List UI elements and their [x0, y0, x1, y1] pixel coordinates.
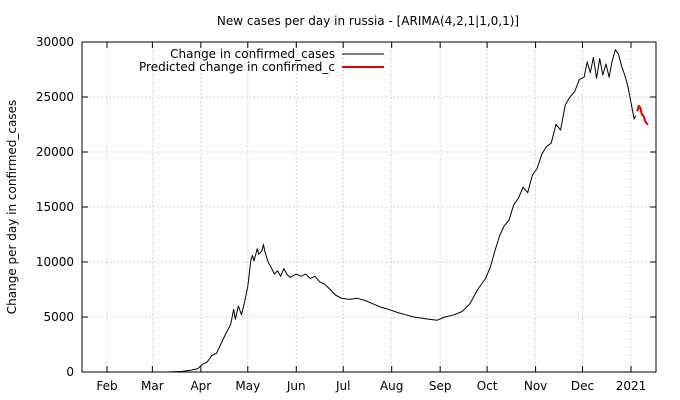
plot-frame	[81, 41, 657, 373]
series-layer	[166, 49, 649, 373]
x-tick-label: Mar	[141, 379, 164, 393]
legend-label: Change in confirmed_cases	[170, 47, 335, 61]
x-tick-label: Jul	[335, 379, 350, 393]
series-line-confirmed-cases	[166, 49, 637, 373]
y-axis-label: Change per day in confirmed_cases	[5, 100, 19, 315]
x-tick-label: Aug	[380, 379, 403, 393]
x-tick-label: Feb	[96, 379, 117, 393]
x-tick-label: May	[235, 379, 260, 393]
y-tick-label: 10000	[36, 255, 74, 269]
y-tick-label: 25000	[36, 90, 74, 104]
y-tick-label: 20000	[36, 145, 74, 159]
chart-title: New cases per day in russia - [ARIMA(4,2…	[217, 14, 519, 28]
grid-lines	[82, 42, 656, 372]
x-tick-label: Nov	[524, 379, 547, 393]
y-tick-label: 0	[66, 365, 74, 379]
y-tick-label: 5000	[43, 310, 74, 324]
y-tick-label: 30000	[36, 35, 74, 49]
x-tick-label: Sep	[429, 379, 452, 393]
y-axis: 0 5000 10000 15000 20000 25000 30000	[36, 35, 656, 379]
x-tick-label: Jun	[286, 379, 306, 393]
y-tick-label: 15000	[36, 200, 74, 214]
x-tick-label: Dec	[571, 379, 594, 393]
x-tick-label: Oct	[477, 379, 498, 393]
x-tick-label: 2021	[616, 379, 647, 393]
series-line-predicted	[636, 104, 649, 126]
legend-label: Predicted change in confirmed_c	[139, 60, 335, 74]
x-axis: Feb Mar Apr May Jun Jul Aug Sep Oct Nov Dec 2021	[96, 42, 646, 393]
x-tick-label: Apr	[190, 379, 211, 393]
